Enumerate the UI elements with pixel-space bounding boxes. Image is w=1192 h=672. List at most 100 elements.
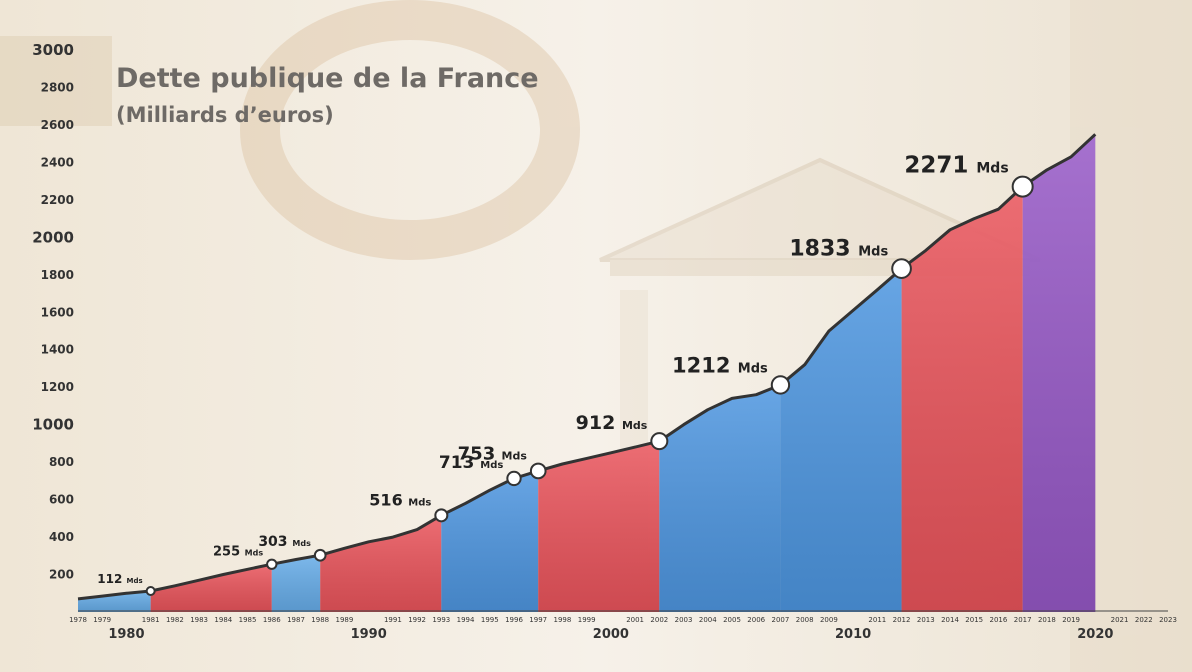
x-tick-label: 1978 (69, 616, 87, 624)
x-major-tick-label: 1990 (351, 627, 387, 642)
x-tick-label: 2001 (626, 616, 644, 624)
x-tick-label: 1981 (142, 616, 160, 624)
period-shade-1 (150, 564, 272, 612)
value-label-number: 2271 (904, 153, 976, 179)
value-marker (145, 586, 156, 597)
value-label-unit: Mds (480, 460, 503, 471)
x-tick-label: 1983 (190, 616, 208, 624)
x-tick-label: 2004 (699, 616, 717, 624)
x-tick-label: 1988 (311, 616, 329, 624)
value-label: 1212 Mds (672, 353, 768, 377)
y-tick-label: 400 (49, 530, 74, 544)
period-shade-8 (901, 186, 1023, 612)
value-marker (770, 375, 791, 395)
x-tick-label: 1995 (481, 616, 499, 624)
x-tick-label: 2021 (1111, 616, 1129, 624)
value-label-number: 1833 (789, 236, 858, 261)
value-marker (313, 548, 327, 562)
value-label: 112 Mds (97, 572, 142, 586)
y-tick-label: 1400 (41, 343, 74, 357)
y-tick-label: 2000 (32, 228, 74, 246)
value-label-number: 255 (213, 545, 245, 560)
x-axis: 1978 1979 1981 1982 1983 1984 1985 1986 1987 1988… (69, 610, 1177, 642)
value-label-unit: Mds (858, 244, 888, 259)
value-label-unit: Mds (738, 361, 768, 376)
value-markers (145, 175, 1034, 597)
x-tick-label: 2017 (1014, 616, 1032, 624)
value-label: 516 Mds (369, 490, 431, 509)
x-tick-label: 1991 (384, 616, 402, 624)
x-tick-label: 1982 (166, 616, 184, 624)
x-tick-label: 2006 (747, 616, 765, 624)
value-label-number: 713 (439, 453, 480, 473)
y-tick-label: 800 (49, 455, 74, 469)
x-tick-label: 1998 (554, 616, 572, 624)
x-tick-label: 2011 (868, 616, 886, 624)
x-major-tick-label: 2020 (1077, 627, 1113, 642)
period-shade-2 (271, 555, 321, 612)
period-shade-7 (780, 268, 902, 612)
x-tick-label: 2008 (796, 616, 814, 624)
period-shade-0 (78, 591, 151, 612)
debt-line (77, 133, 1097, 601)
value-label-number: 753 (458, 444, 502, 465)
y-tick-label: 2800 (41, 80, 74, 94)
x-tick-label: 1994 (457, 616, 475, 624)
x-tick-label: 1997 (529, 616, 547, 624)
value-label-unit: Mds (245, 549, 264, 558)
value-label-unit: Mds (976, 161, 1008, 177)
period-shade-9 (1022, 134, 1096, 613)
x-tick-label: 2007 (772, 616, 790, 624)
value-marker (891, 258, 912, 279)
x-tick-label: 2014 (941, 616, 959, 624)
y-tick-label: 1800 (41, 268, 74, 282)
x-tick-label: 1986 (263, 616, 281, 624)
x-tick-label: 2019 (1062, 616, 1080, 624)
y-tick-label: 2200 (41, 193, 74, 207)
value-label: 255 Mds (213, 545, 263, 560)
x-tick-label: 2009 (820, 616, 838, 624)
y-tick-label: 1600 (41, 305, 74, 319)
y-tick-label: 2400 (41, 155, 74, 169)
value-marker (434, 508, 449, 523)
value-label: 303 Mds (258, 534, 311, 550)
y-tick-label: 200 (49, 568, 74, 582)
value-label-number: 912 (576, 412, 622, 434)
x-tick-label: 2005 (723, 616, 741, 624)
period-shade-5 (538, 441, 660, 612)
value-label-unit: Mds (127, 577, 143, 585)
x-tick-label: 2023 (1159, 616, 1177, 624)
value-label: 753 Mds (458, 444, 528, 465)
y-axis: 200 400 600 800 1000 1200 1400 1600 1800 2000 2200… (32, 41, 74, 582)
value-label-number: 112 (97, 572, 126, 586)
chart-subtitle: (Milliards d’euros) (116, 103, 334, 127)
x-major-tick-label: 2000 (593, 627, 629, 642)
x-tick-label: 1993 (432, 616, 450, 624)
area-shading (78, 134, 1096, 613)
y-tick-label: 2600 (41, 118, 74, 132)
x-tick-label: 2022 (1135, 616, 1153, 624)
x-tick-label: 2012 (893, 616, 911, 624)
y-tick-label: 1200 (41, 380, 74, 394)
value-marker (266, 558, 278, 570)
period-shade-4 (441, 470, 539, 612)
value-marker (1011, 175, 1034, 198)
value-label-number: 516 (369, 490, 408, 509)
value-marker (650, 432, 669, 451)
value-label: 1833 Mds (789, 236, 888, 261)
value-marker (506, 470, 522, 487)
x-tick-label: 2002 (650, 616, 668, 624)
y-tick-label: 3000 (32, 41, 74, 59)
x-tick-label: 1987 (287, 616, 305, 624)
x-tick-label: 1999 (578, 616, 596, 624)
x-tick-label: 1985 (239, 616, 257, 624)
value-label: 713 Mds (439, 453, 504, 473)
x-major-tick-label: 2010 (835, 627, 871, 642)
value-label-unit: Mds (292, 539, 311, 548)
value-label-number: 1212 (672, 353, 738, 377)
value-label-number: 303 (258, 534, 292, 550)
value-label-unit: Mds (502, 450, 528, 463)
